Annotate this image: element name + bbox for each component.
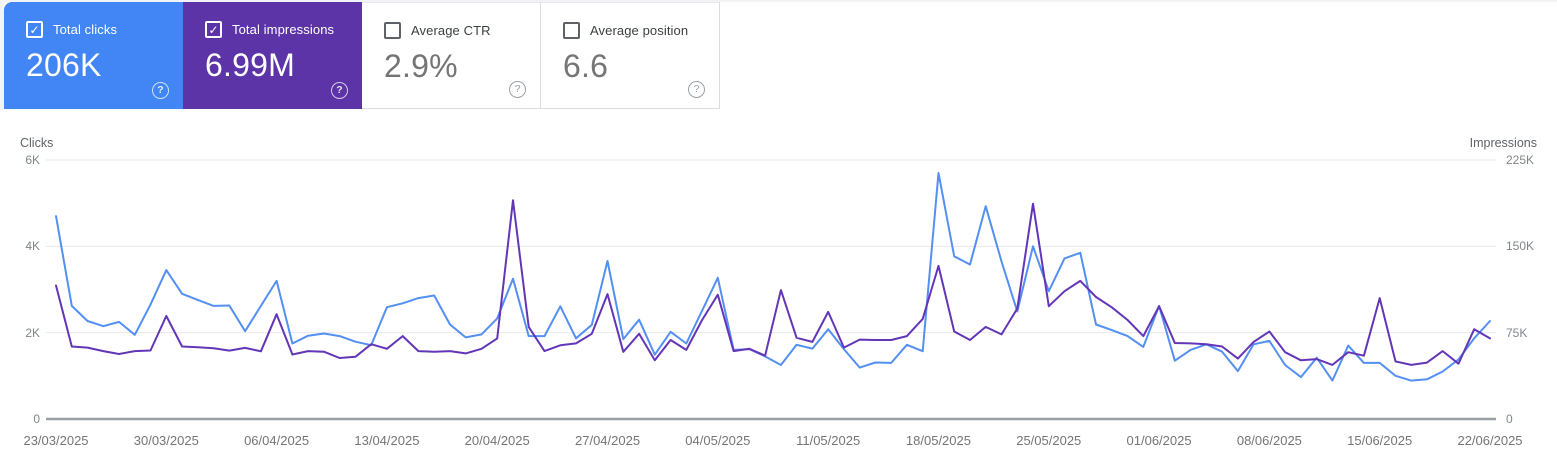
x-tick-label: 18/05/2025 xyxy=(905,433,971,448)
metric-card-total-impressions[interactable]: ✓ Total impressions 6.99M? xyxy=(183,2,362,109)
y-tick-label-right: 75K xyxy=(1506,325,1528,340)
help-icon[interactable]: ? xyxy=(331,82,348,99)
y-tick-label-left: 0 xyxy=(33,412,40,426)
impressions-line xyxy=(55,199,1491,366)
x-tick-label: 15/06/2025 xyxy=(1347,433,1413,448)
metric-card-value: 2.9% xyxy=(384,48,458,84)
metric-card-label: Total impressions xyxy=(232,22,335,37)
metric-card-header: ✓ Total clicks xyxy=(26,21,183,38)
x-tick-label: 27/04/2025 xyxy=(574,433,641,448)
help-icon[interactable]: ? xyxy=(509,81,526,98)
left-axis-title: Clicks xyxy=(20,136,54,150)
checked-checkbox-icon[interactable]: ✓ xyxy=(26,21,43,38)
panel-left-edge xyxy=(0,0,4,110)
metric-card-total-clicks[interactable]: ✓ Total clicks 206K? xyxy=(4,2,183,109)
right-axis-title: Impressions xyxy=(1469,136,1537,150)
x-tick-label: 30/03/2025 xyxy=(133,433,199,448)
metric-cards-row: ✓ Total clicks 206K? ✓ Total impressions 6.99… xyxy=(4,2,720,109)
x-tick-label: 20/04/2025 xyxy=(464,433,530,448)
metric-card-value: 206K xyxy=(26,47,102,83)
metric-card-header: Average CTR xyxy=(384,22,540,39)
x-tick-label: 06/04/2025 xyxy=(244,433,310,448)
x-tick-label: 13/04/2025 xyxy=(354,433,420,448)
x-tick-label: 23/03/2025 xyxy=(23,433,89,448)
metric-card-value: 6.99M xyxy=(205,47,295,83)
metric-card-average-ctr[interactable]: Average CTR 2.9%? xyxy=(362,2,541,109)
metric-card-label: Average CTR xyxy=(411,23,491,38)
unchecked-checkbox-icon[interactable] xyxy=(384,22,401,39)
metric-card-header: ✓ Total impressions xyxy=(205,21,362,38)
y-tick-label-right: 150K xyxy=(1506,239,1535,254)
x-tick-label: 11/05/2025 xyxy=(796,433,861,448)
y-tick-label-left: 2K xyxy=(25,325,40,340)
x-tick-label: 01/06/2025 xyxy=(1126,433,1192,448)
x-tick-label: 08/06/2025 xyxy=(1236,433,1302,448)
x-tick-label: 25/05/2025 xyxy=(1016,433,1082,448)
metric-card-header: Average position xyxy=(563,22,719,39)
help-icon[interactable]: ? xyxy=(152,82,169,99)
x-tick-label: 04/05/2025 xyxy=(685,433,751,448)
y-tick-label-left: 6K xyxy=(25,153,40,167)
metric-card-label: Average position xyxy=(590,23,689,38)
help-icon[interactable]: ? xyxy=(688,81,705,98)
y-tick-label-left: 4K xyxy=(25,239,40,254)
panel-top-edge xyxy=(0,0,1557,2)
y-tick-label-right: 0 xyxy=(1506,412,1513,426)
checked-checkbox-icon[interactable]: ✓ xyxy=(205,21,222,38)
metric-card-label: Total clicks xyxy=(53,22,118,37)
metric-card-average-position[interactable]: Average position 6.6? xyxy=(541,2,720,109)
y-tick-label-right: 225K xyxy=(1506,153,1535,167)
unchecked-checkbox-icon[interactable] xyxy=(563,22,580,39)
x-tick-label: 22/06/2025 xyxy=(1457,433,1523,448)
clicks-line xyxy=(55,172,1491,382)
metric-card-value: 6.6 xyxy=(563,48,609,84)
